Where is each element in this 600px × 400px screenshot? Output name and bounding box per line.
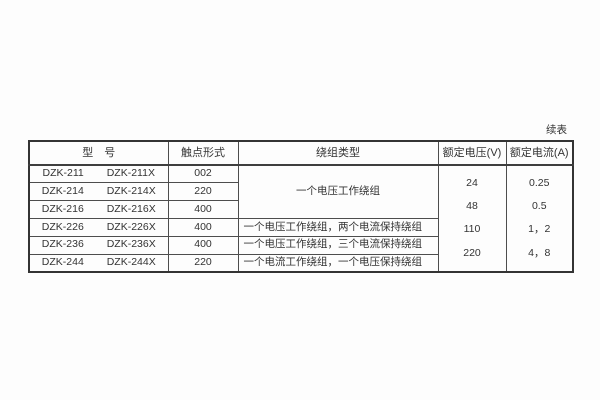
contact-form-cell: 220	[167, 253, 239, 273]
model-number: DZK-226	[41, 220, 84, 233]
rated-current-value: 0.5	[531, 200, 547, 213]
model-number-x: DZK-211X	[106, 167, 155, 180]
model-cell: DZK-214 DZK-214X	[28, 182, 169, 202]
table-row: DZK-244 DZK-244X 220 一个电流工作绕组，一个电压保持绕组	[28, 253, 573, 273]
rated-voltage-merged-cell: 24 48 110 220	[437, 164, 507, 273]
relay-spec-table: 型 号 触点形式 绕组类型 额定电压(V) 额定电流(A) DZK-211 DZ…	[28, 140, 574, 273]
model-number: DZK-244	[41, 256, 84, 269]
model-cell: DZK-216 DZK-216X	[28, 200, 169, 219]
contact-form-cell: 400	[167, 200, 239, 219]
winding-type-cell: 一个电流工作绕组，一个电压保持绕组	[237, 253, 439, 273]
rated-current-values: 0.25 0.5 1，2 4，8	[507, 166, 572, 271]
rated-voltage-values: 24 48 110 220	[439, 166, 505, 271]
rated-voltage-value: 110	[463, 223, 481, 236]
continued-table-note: 续表	[546, 124, 567, 136]
winding-type-merged-cell: 一个电压工作绕组	[237, 164, 439, 219]
model-number-x: DZK-226X	[106, 220, 156, 233]
model-cell: DZK-211 DZK-211X	[28, 164, 169, 184]
col-header-contact-form: 触点形式	[167, 140, 239, 166]
rated-current-value: 1，2	[528, 223, 551, 236]
model-cell: DZK-226 DZK-226X	[28, 217, 169, 237]
contact-form-cell: 220	[167, 182, 239, 202]
col-header-model: 型 号	[28, 140, 169, 166]
rated-voltage-value: 220	[463, 246, 481, 259]
rated-current-value: 0.25	[529, 176, 550, 189]
model-number: DZK-236	[41, 238, 84, 251]
table-row: DZK-211 DZK-211X 002 一个电压工作绕组 24 48 110 …	[28, 164, 574, 273]
model-number-x: DZK-216X	[106, 202, 156, 215]
model-number: DZK-216	[41, 202, 84, 215]
rated-current-merged-cell: 0.25 0.5 1，2 4，8	[505, 164, 574, 273]
model-number-x: DZK-236X	[106, 238, 156, 251]
contact-form-cell: 002	[167, 164, 239, 184]
rated-current-value: 4，8	[528, 246, 551, 259]
header-row: 型 号 触点形式 绕组类型 额定电压(V) 额定电流(A)	[28, 140, 574, 166]
winding-type-cell: 一个电压工作绕组，三个电流保持绕组	[237, 235, 439, 255]
col-header-rated-voltage: 额定电压(V)	[437, 140, 507, 166]
table-row: DZK-214 DZK-214X 220	[28, 182, 573, 202]
contact-form-cell: 400	[167, 217, 239, 237]
winding-type-cell: 一个电压工作绕组，两个电流保持绕组	[237, 217, 439, 237]
col-header-rated-current: 额定电流(A)	[505, 140, 574, 166]
model-cell: DZK-244 DZK-244X	[28, 253, 169, 273]
table-row: DZK-216 DZK-216X 400	[28, 200, 573, 219]
model-number-x: DZK-214X	[106, 184, 156, 197]
model-number: DZK-214	[41, 184, 84, 197]
model-number-x: DZK-244X	[106, 256, 156, 269]
model-number: DZK-211	[42, 167, 84, 180]
rated-voltage-value: 24	[466, 176, 478, 189]
model-cell: DZK-236 DZK-236X	[28, 235, 169, 255]
rated-voltage-value: 48	[466, 200, 478, 213]
col-header-winding-type: 绕组类型	[237, 140, 439, 166]
contact-form-cell: 400	[167, 235, 239, 255]
